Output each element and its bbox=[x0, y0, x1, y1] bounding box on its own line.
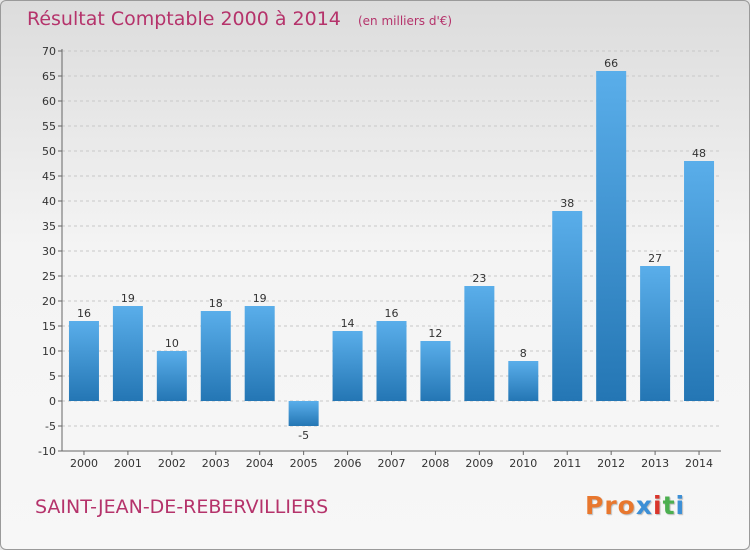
chart-title: Résultat Comptable 2000 à 2014 bbox=[27, 8, 341, 30]
data-label: 8 bbox=[520, 347, 527, 360]
y-tick-label: 40 bbox=[42, 195, 56, 208]
data-labels: 16 19 10 18 19 -5 14 16 12 23 8 38 66 27 48 bbox=[77, 57, 706, 442]
x-tick-label: 2000 bbox=[70, 457, 98, 470]
x-tick-label: 2010 bbox=[509, 457, 537, 470]
y-tick-label: 35 bbox=[42, 220, 56, 233]
y-tick-label: 45 bbox=[42, 170, 56, 183]
bar-2008 bbox=[420, 341, 451, 401]
data-label: -5 bbox=[298, 429, 309, 442]
data-label: 66 bbox=[604, 57, 618, 70]
data-label: 48 bbox=[692, 147, 706, 160]
x-tick-label: 2013 bbox=[641, 457, 669, 470]
y-tick-label: 55 bbox=[42, 120, 56, 133]
y-tick-label: 65 bbox=[42, 70, 56, 83]
y-tick-label: 10 bbox=[42, 345, 56, 358]
x-tick-label: 2008 bbox=[421, 457, 449, 470]
bar-2007 bbox=[376, 321, 407, 401]
data-label: 38 bbox=[560, 197, 574, 210]
data-label: 19 bbox=[121, 292, 135, 305]
bar-2001 bbox=[112, 306, 143, 401]
bar-2006 bbox=[332, 331, 363, 401]
bar-2010 bbox=[508, 361, 539, 401]
x-tick-label: 2003 bbox=[202, 457, 230, 470]
data-label: 14 bbox=[341, 317, 355, 330]
y-tick-label: 20 bbox=[42, 295, 56, 308]
chart-subtitle: (en milliers d'€) bbox=[357, 14, 453, 28]
x-tick-label: 2001 bbox=[114, 457, 142, 470]
y-tick-label: 25 bbox=[42, 270, 56, 283]
proxiti-logo: Proxiti bbox=[585, 491, 686, 520]
data-label: 27 bbox=[648, 252, 662, 265]
y-tick-label: 0 bbox=[49, 395, 56, 408]
bar-2000 bbox=[68, 321, 99, 401]
data-label: 19 bbox=[253, 292, 267, 305]
bar-2002 bbox=[156, 351, 187, 401]
bar-2011 bbox=[552, 211, 583, 401]
bar-2003 bbox=[200, 311, 231, 401]
y-tick-label: 70 bbox=[42, 45, 56, 58]
data-label: 16 bbox=[77, 307, 91, 320]
x-tick-label: 2012 bbox=[597, 457, 625, 470]
title-row: Résultat Comptable 2000 à 2014 (en milli… bbox=[27, 8, 452, 30]
bar-2005 bbox=[288, 401, 319, 426]
commune-name: SAINT-JEAN-DE-REBERVILLIERS bbox=[35, 496, 329, 518]
x-tick-label: 2002 bbox=[158, 457, 186, 470]
y-tick-label: 60 bbox=[42, 95, 56, 108]
data-label: 10 bbox=[165, 337, 179, 350]
y-tick-label: 50 bbox=[42, 145, 56, 158]
y-tick-label: -5 bbox=[45, 420, 56, 433]
data-label: 23 bbox=[472, 272, 486, 285]
axes: -10 -5 0 5 10 15 20 25 30 35 40 45 50 55 60 65 70 2000 200… bbox=[38, 45, 721, 470]
x-tick-label: 2009 bbox=[465, 457, 493, 470]
data-label: 12 bbox=[428, 327, 442, 340]
x-tick-label: 2014 bbox=[685, 457, 713, 470]
bar-2009 bbox=[464, 286, 495, 401]
y-tick-label: 30 bbox=[42, 245, 56, 258]
y-tick-label: 15 bbox=[42, 320, 56, 333]
data-label: 16 bbox=[385, 307, 399, 320]
x-tick-label: 2011 bbox=[553, 457, 581, 470]
x-tick-label: 2006 bbox=[334, 457, 362, 470]
bars bbox=[68, 71, 715, 426]
bar-2012 bbox=[596, 71, 627, 401]
x-tick-label: 2007 bbox=[378, 457, 406, 470]
data-label: 18 bbox=[209, 297, 223, 310]
x-tick-label: 2004 bbox=[246, 457, 274, 470]
x-tick-label: 2005 bbox=[290, 457, 318, 470]
y-tick-label: -10 bbox=[38, 445, 56, 458]
bar-2013 bbox=[640, 266, 671, 401]
y-tick-label: 5 bbox=[49, 370, 56, 383]
bar-2014 bbox=[684, 161, 715, 401]
bar-2004 bbox=[244, 306, 275, 401]
